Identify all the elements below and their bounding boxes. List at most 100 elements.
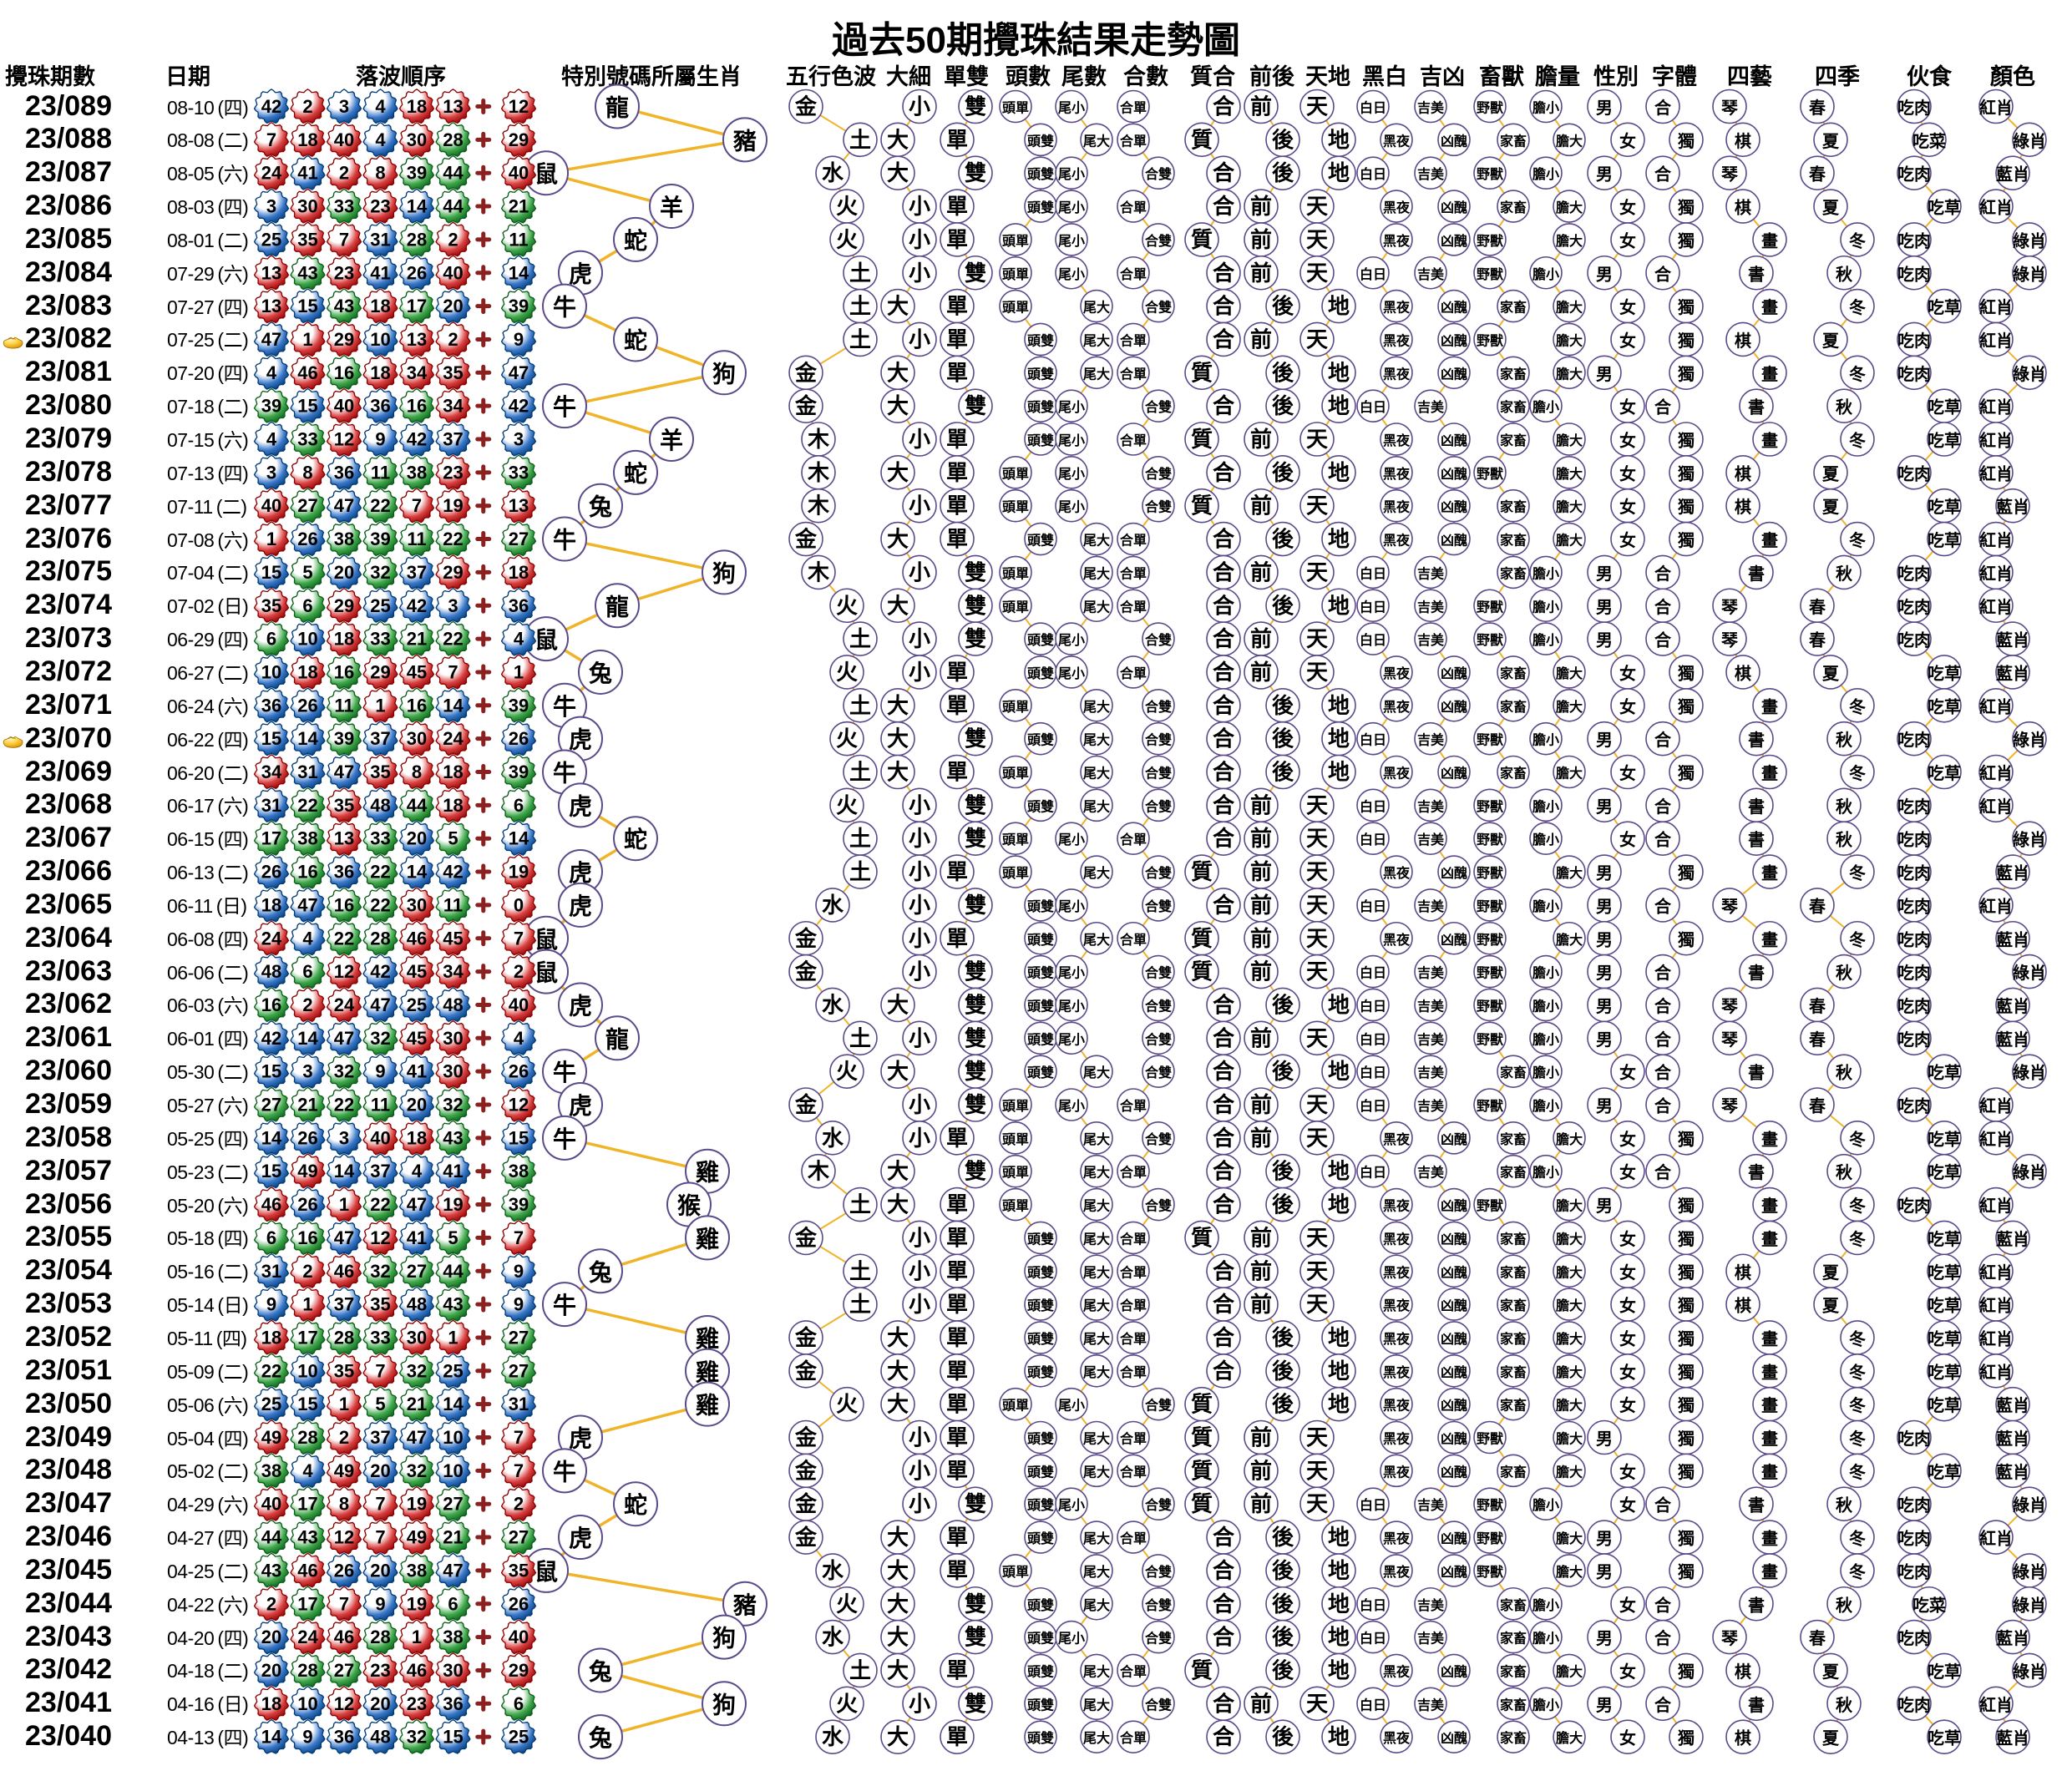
svg-text:尾小: 尾小 <box>1058 1099 1085 1114</box>
svg-text:吃草: 吃草 <box>1928 531 1961 550</box>
svg-text:合: 合 <box>1213 1092 1235 1117</box>
svg-text:家畜: 家畜 <box>1500 1697 1527 1713</box>
svg-text:吃肉: 吃肉 <box>1897 99 1931 118</box>
svg-text:黑夜: 黑夜 <box>1383 233 1411 249</box>
svg-text:7: 7 <box>514 1227 524 1248</box>
svg-text:小: 小 <box>909 227 930 252</box>
svg-text:黑夜: 黑夜 <box>1383 1364 1411 1380</box>
svg-text:野獸: 野獸 <box>1477 599 1503 615</box>
svg-text:34: 34 <box>443 396 464 417</box>
svg-text:合單: 合單 <box>1120 100 1147 116</box>
svg-text:30: 30 <box>407 728 427 749</box>
svg-text:吃草: 吃草 <box>1928 1297 1961 1316</box>
svg-text:單: 單 <box>946 1724 968 1749</box>
svg-text:尾小: 尾小 <box>1058 234 1085 249</box>
svg-text:合: 合 <box>1213 1525 1235 1550</box>
svg-text:吉美: 吉美 <box>1417 565 1445 581</box>
svg-text:棋: 棋 <box>1735 199 1751 218</box>
svg-text:4: 4 <box>266 362 277 383</box>
svg-text:13: 13 <box>509 495 529 516</box>
svg-text:天: 天 <box>1306 859 1328 884</box>
svg-text:黑夜: 黑夜 <box>1383 1431 1411 1447</box>
svg-text:25: 25 <box>407 994 427 1015</box>
svg-text:天: 天 <box>1306 1425 1328 1450</box>
svg-text:黑夜: 黑夜 <box>1383 1264 1411 1280</box>
svg-text:地: 地 <box>1328 1591 1350 1617</box>
svg-text:冬: 冬 <box>1849 431 1866 451</box>
svg-text:單: 單 <box>946 859 968 884</box>
svg-text:夏: 夏 <box>1822 132 1840 151</box>
svg-text:膽小: 膽小 <box>1532 1031 1559 1047</box>
svg-text:膽大: 膽大 <box>1556 499 1583 515</box>
svg-text:狗: 狗 <box>712 1626 736 1652</box>
svg-text:野獸: 野獸 <box>1477 100 1503 116</box>
svg-text:凶醜: 凶醜 <box>1441 466 1467 482</box>
svg-text:獨: 獨 <box>1677 1296 1695 1316</box>
svg-text:地: 地 <box>1328 1359 1350 1384</box>
svg-text:凶醜: 凶醜 <box>1441 865 1467 881</box>
svg-text:22: 22 <box>370 495 390 516</box>
svg-text:白日: 白日 <box>1360 399 1386 415</box>
svg-text:15: 15 <box>443 1727 463 1748</box>
svg-text:3: 3 <box>514 429 524 450</box>
svg-text:18: 18 <box>407 96 427 117</box>
svg-text:虎: 虎 <box>569 793 592 819</box>
svg-text:雙: 雙 <box>965 826 986 851</box>
svg-text:16: 16 <box>297 862 317 883</box>
svg-text:黑夜: 黑夜 <box>1383 1398 1411 1414</box>
svg-text:32: 32 <box>370 1028 390 1049</box>
svg-text:合: 合 <box>1213 1724 1235 1749</box>
svg-text:書: 書 <box>1748 1163 1765 1182</box>
svg-text:18: 18 <box>509 562 529 583</box>
svg-text:42: 42 <box>443 862 463 883</box>
svg-text:13: 13 <box>261 296 281 316</box>
svg-text:0: 0 <box>514 894 524 915</box>
svg-text:吃草: 吃草 <box>1928 1130 1961 1149</box>
svg-text:吉美: 吉美 <box>1417 798 1445 814</box>
svg-text:小: 小 <box>909 826 930 851</box>
svg-text:土: 土 <box>849 1292 871 1317</box>
svg-text:大: 大 <box>887 460 909 485</box>
svg-text:24: 24 <box>261 928 282 949</box>
svg-text:22: 22 <box>370 862 390 883</box>
svg-text:畫: 畫 <box>1761 697 1778 716</box>
svg-text:夏: 夏 <box>1822 464 1840 483</box>
svg-text:凶醜: 凶醜 <box>1441 433 1467 448</box>
svg-text:凶醜: 凶醜 <box>1441 533 1467 549</box>
svg-text:大: 大 <box>887 992 909 1017</box>
svg-text:尾大: 尾大 <box>1083 1231 1110 1247</box>
svg-text:家畜: 家畜 <box>1500 1264 1527 1280</box>
svg-text:黑夜: 黑夜 <box>1383 1231 1411 1247</box>
svg-text:牛: 牛 <box>553 1459 576 1485</box>
svg-text:家畜: 家畜 <box>1500 565 1527 581</box>
svg-text:天: 天 <box>1306 1458 1328 1483</box>
svg-text:18: 18 <box>334 629 354 650</box>
svg-text:頭雙: 頭雙 <box>1027 1065 1054 1080</box>
svg-text:秋: 秋 <box>1836 265 1853 284</box>
svg-text:吃草: 吃草 <box>1928 1463 1961 1482</box>
svg-text:尾大: 尾大 <box>1083 1065 1110 1080</box>
svg-text:膽小: 膽小 <box>1532 1697 1559 1713</box>
svg-text:紅肖: 紅肖 <box>1979 297 2013 317</box>
svg-text:小: 小 <box>909 660 930 685</box>
svg-text:11: 11 <box>371 462 390 483</box>
svg-text:小: 小 <box>909 1225 930 1250</box>
svg-text:小: 小 <box>909 1292 930 1317</box>
svg-text:後: 後 <box>1272 294 1294 319</box>
svg-text:春: 春 <box>1808 1628 1826 1648</box>
svg-text:14: 14 <box>261 1727 282 1748</box>
svg-text:頭雙: 頭雙 <box>1027 533 1054 549</box>
svg-text:土: 土 <box>849 626 871 651</box>
svg-text:黑夜: 黑夜 <box>1383 1298 1411 1313</box>
svg-text:夏: 夏 <box>1822 664 1840 683</box>
svg-text:合: 合 <box>1654 996 1672 1016</box>
svg-text:凶醜: 凶醜 <box>1441 1531 1467 1546</box>
svg-text:合單: 合單 <box>1120 1165 1147 1181</box>
svg-text:49: 49 <box>297 1161 317 1181</box>
svg-text:畫: 畫 <box>1761 531 1778 550</box>
svg-text:合: 合 <box>1654 1162 1672 1182</box>
svg-text:38: 38 <box>407 462 427 483</box>
svg-text:黑夜: 黑夜 <box>1383 766 1411 782</box>
svg-text:合單: 合單 <box>1120 200 1147 215</box>
svg-text:膽大: 膽大 <box>1556 1331 1583 1347</box>
